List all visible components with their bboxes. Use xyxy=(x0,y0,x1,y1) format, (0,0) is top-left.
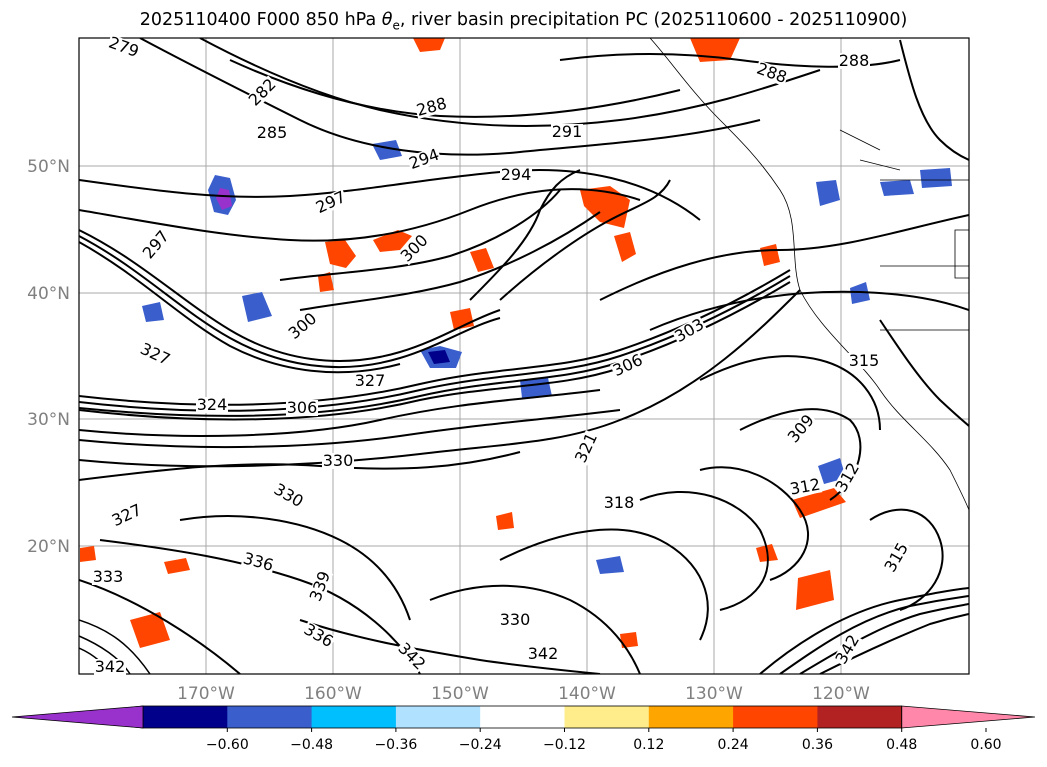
longitude-labels: 170°W 160°W 150°W 140°W 130°W 120°W xyxy=(177,684,870,704)
longitude-label: 150°W xyxy=(431,684,489,704)
longitude-label: 170°W xyxy=(177,684,235,704)
contour-label: 306 xyxy=(287,398,318,417)
colorbar-segment xyxy=(648,706,734,728)
contour-label: 318 xyxy=(604,493,635,512)
colorbar-segment xyxy=(311,706,397,728)
colorbar-segment xyxy=(227,706,313,728)
colorbar-tick-label: 0.12 xyxy=(633,737,664,753)
graticule xyxy=(79,38,969,674)
contour-label: 330 xyxy=(500,610,531,629)
colorbar-tick-label: −0.24 xyxy=(459,737,502,753)
coastline xyxy=(649,38,969,511)
map-frame xyxy=(78,37,970,675)
colorbar-segment xyxy=(733,706,818,728)
figure-title: 2025110400 F000 850 hPa θe, river basin … xyxy=(139,10,908,33)
longitude-label: 140°W xyxy=(558,684,616,704)
map-panel xyxy=(79,38,969,674)
longitude-label: 130°W xyxy=(685,684,743,704)
latitude-labels: 50°N 40°N 30°N 20°N xyxy=(27,157,70,557)
contour-label: 285 xyxy=(257,123,288,142)
contour-label: 294 xyxy=(501,165,532,184)
contour-label: 291 xyxy=(552,122,583,141)
colorbar-segment xyxy=(480,706,565,728)
colorbar-tick-label: 0.48 xyxy=(886,737,917,753)
colorbar-tick-label: 0.36 xyxy=(802,737,833,753)
colorbar-tick-label: 0.60 xyxy=(970,737,1001,753)
latitude-label: 20°N xyxy=(27,537,70,557)
colorbar-tick-label: 0.24 xyxy=(718,737,749,753)
latitude-label: 30°N xyxy=(27,410,70,430)
contour-label: 342 xyxy=(528,644,559,663)
latitude-label: 50°N xyxy=(27,157,70,177)
longitude-label: 160°W xyxy=(304,684,362,704)
theta-e-contours xyxy=(79,38,969,674)
precip-anomaly-fill xyxy=(80,38,952,648)
colorbar-segment xyxy=(564,706,650,728)
latitude-label: 40°N xyxy=(27,284,70,304)
contour-label: 342 xyxy=(95,657,126,676)
colorbar-segment xyxy=(143,706,228,728)
colorbar-tick-label: −0.12 xyxy=(543,737,586,753)
contour-label: 333 xyxy=(93,567,124,586)
colorbar-segment xyxy=(395,706,481,728)
contour-label: 288 xyxy=(839,51,870,70)
colorbar-extend-high xyxy=(901,705,1036,729)
colorbar-tick-label: −0.60 xyxy=(206,737,249,753)
contour-label: 330 xyxy=(323,451,354,470)
colorbar: −0.60 −0.48 −0.36 −0.24 −0.12 0.12 0.24 0.36 0.4… xyxy=(11,705,1036,753)
contour-label: 327 xyxy=(355,371,386,390)
colorbar-tick-label: −0.36 xyxy=(374,737,417,753)
colorbar-segment xyxy=(817,706,903,728)
colorbar-tick-label: −0.48 xyxy=(290,737,333,753)
longitude-label: 120°W xyxy=(812,684,870,704)
contour-label: 324 xyxy=(197,395,228,414)
contour-label: 315 xyxy=(849,351,880,370)
